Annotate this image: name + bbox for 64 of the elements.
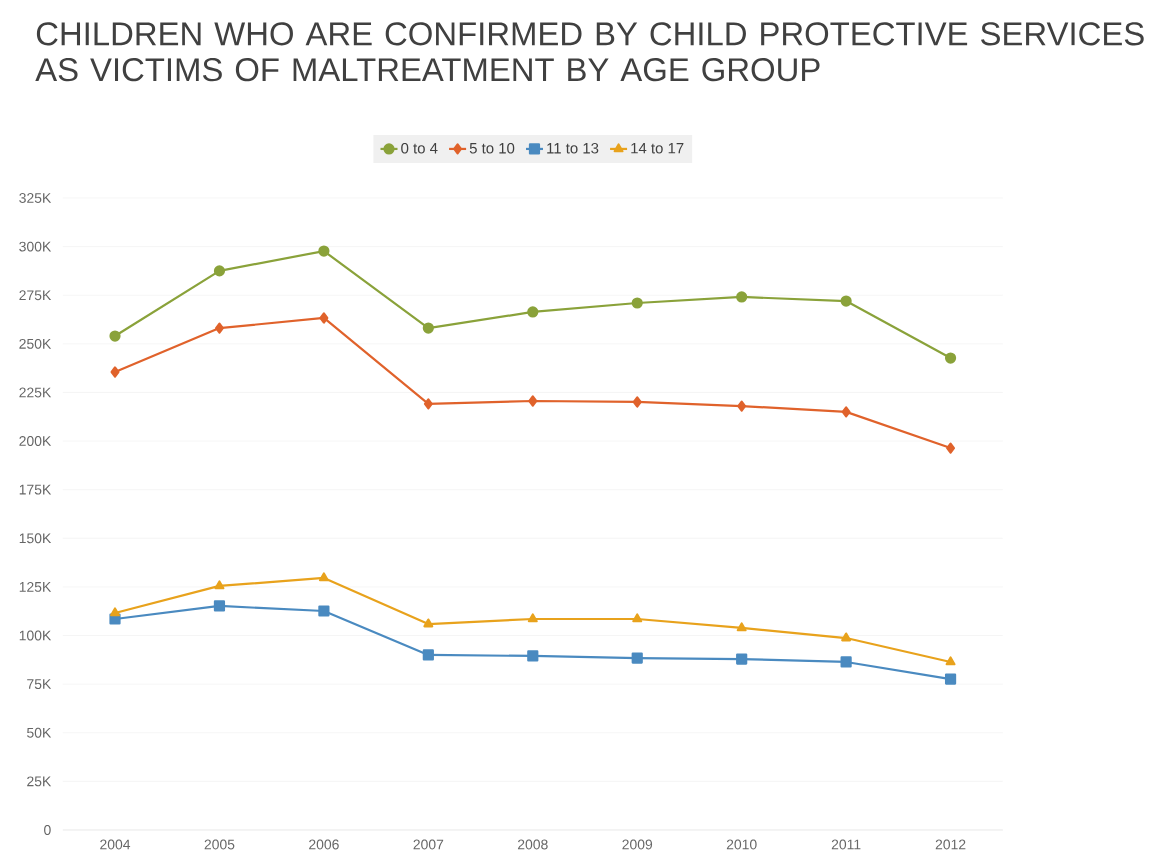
legend-label: 14 to 17 bbox=[631, 143, 684, 154]
y-tick-label: 50K bbox=[27, 727, 52, 738]
y-tick-label: 75K bbox=[27, 679, 52, 690]
point bbox=[422, 322, 434, 334]
x-tick-label: 2007 bbox=[413, 839, 444, 850]
point bbox=[109, 330, 121, 342]
point bbox=[423, 618, 434, 628]
x-tick-label: 2010 bbox=[726, 839, 757, 850]
point bbox=[423, 398, 433, 410]
point bbox=[318, 245, 330, 257]
x-tick-label: 2006 bbox=[309, 839, 339, 850]
point bbox=[737, 400, 747, 412]
y-tick-label: 225K bbox=[19, 387, 52, 398]
legend-label: 0 to 4 bbox=[401, 142, 438, 154]
y-tick-label: 25K bbox=[27, 776, 52, 787]
point bbox=[840, 656, 852, 668]
point bbox=[528, 395, 538, 407]
x-tick-label: 2012 bbox=[935, 839, 966, 850]
point bbox=[736, 622, 747, 632]
chart-title: CHILDREN WHO ARE CONFIRMED BY CHILD PROTECTIVE SERVICES AS VICTIMS OF MALTREATMENT BY AGE GROUP bbox=[35, 22, 1144, 82]
point bbox=[841, 632, 852, 642]
point bbox=[946, 442, 956, 454]
point bbox=[632, 613, 643, 623]
point bbox=[631, 297, 643, 309]
point bbox=[110, 366, 120, 378]
point bbox=[318, 572, 329, 582]
point bbox=[527, 306, 539, 318]
point bbox=[736, 291, 748, 303]
point bbox=[110, 607, 121, 617]
y-tick-label: 250K bbox=[19, 338, 52, 349]
point bbox=[214, 322, 224, 334]
point bbox=[944, 352, 957, 364]
x-tick-label: 2005 bbox=[204, 839, 235, 850]
y-tick-label: 200K bbox=[19, 436, 52, 446]
x-tick-label: 2004 bbox=[100, 839, 131, 850]
x-tick-label: 2008 bbox=[517, 839, 548, 850]
y-tick-label: 275K bbox=[19, 290, 52, 301]
point bbox=[632, 396, 642, 408]
point bbox=[318, 605, 330, 617]
legend-label: 5 to 10 bbox=[469, 142, 515, 154]
point bbox=[736, 653, 748, 665]
point bbox=[631, 652, 643, 664]
point bbox=[944, 673, 957, 685]
point bbox=[213, 265, 226, 277]
y-tick-label: 125K bbox=[19, 581, 52, 592]
point bbox=[109, 613, 121, 625]
legend-label: 11 to 13 bbox=[547, 142, 599, 154]
x-tick-label: 2009 bbox=[622, 839, 653, 850]
point bbox=[213, 600, 226, 612]
point bbox=[527, 613, 538, 623]
y-tick-label: 300K bbox=[19, 241, 52, 252]
y-tick-label: 325K bbox=[19, 193, 52, 203]
point bbox=[841, 406, 851, 418]
point bbox=[422, 649, 434, 661]
y-tick-label: 175K bbox=[19, 484, 52, 495]
point bbox=[214, 580, 225, 590]
y-tick-label: 100K bbox=[19, 630, 52, 641]
y-tick-label: 0 bbox=[44, 825, 51, 835]
point bbox=[840, 295, 852, 307]
y-tick-label: 150K bbox=[19, 533, 52, 544]
point bbox=[319, 312, 329, 324]
point bbox=[945, 656, 956, 666]
point bbox=[527, 650, 539, 662]
x-tick-label: 2011 bbox=[831, 839, 861, 850]
